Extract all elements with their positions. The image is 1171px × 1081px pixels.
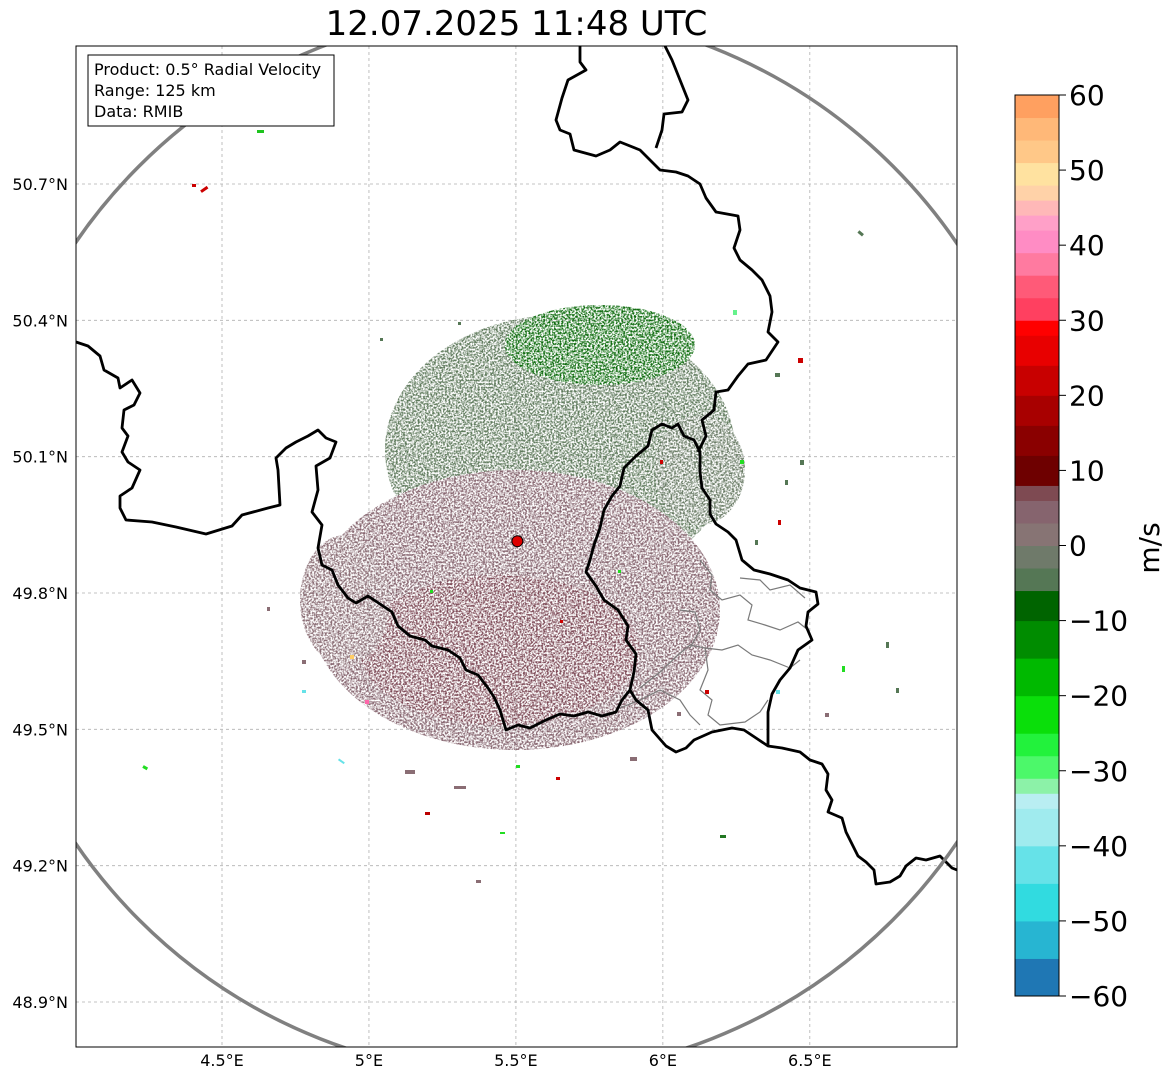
longitude-tick-label: 5°E (355, 1051, 383, 1070)
colorbar-segment (1015, 568, 1059, 592)
colorbar-tick-label: 50 (1069, 154, 1105, 187)
colorbar-segments (1015, 95, 1059, 997)
colorbar-segment (1015, 500, 1059, 524)
latitude-tick-label: 50.7°N (12, 175, 68, 194)
colorbar-tick-label: 0 (1069, 530, 1087, 563)
colorbar-segment (1015, 522, 1059, 546)
echo-strong-inbound (505, 305, 695, 385)
colorbar-segment (1015, 485, 1059, 501)
colorbar-tick-label: −10 (1069, 605, 1128, 638)
colorbar-tick-label: −50 (1069, 905, 1128, 938)
map-frame (75, 45, 958, 1048)
info-box: Product: 0.5° Radial Velocity Range: 125… (87, 54, 335, 127)
longitude-tick-label: 4.5°E (200, 1051, 244, 1070)
colorbar-tick-label: −20 (1069, 680, 1128, 713)
info-data: Data: RMIB (94, 102, 183, 121)
colorbar-segment (1015, 793, 1059, 809)
colorbar-ticks: 60 50 40 30 20 10 0 −10 −20 −30 −40 −50 −60 (1059, 79, 1128, 1013)
echo-west-fringe (300, 535, 390, 665)
colorbar-tick-label: −60 (1069, 980, 1128, 1013)
colorbar-tick-label: −30 (1069, 755, 1128, 788)
latitude-tick-label: 50.1°N (12, 448, 68, 467)
colorbar-segment (1015, 395, 1059, 426)
latitude-tick-label: 48.9°N (12, 993, 68, 1012)
echo-outbound-core (360, 575, 640, 725)
latitude-tick-label: 49.8°N (12, 584, 68, 603)
colorbar-segment (1015, 590, 1059, 622)
colorbar-tick-label: 30 (1069, 304, 1105, 337)
border-germany (554, 46, 780, 453)
colorbar-segment (1015, 365, 1059, 396)
longitude-tick-label: 6°E (649, 1051, 677, 1070)
province-boundary (739, 577, 806, 599)
colorbar-segment (1015, 920, 1059, 959)
radar-site-marker (511, 535, 524, 548)
map-title: 12.07.2025 11:48 UTC (325, 4, 708, 44)
colorbar-segment (1015, 140, 1059, 164)
border-belgium-france-west (76, 340, 820, 746)
colorbar-segment (1015, 297, 1059, 321)
velocity-echoes (142, 130, 899, 883)
colorbar-segment (1015, 162, 1059, 186)
colorbar-segment (1015, 845, 1059, 884)
colorbar-segment (1015, 808, 1059, 847)
border-germany-upper (654, 46, 690, 149)
colorbar-segment (1015, 455, 1059, 486)
province-boundary (699, 559, 809, 631)
border-luxembourg-france (628, 689, 957, 886)
colorbar-segment (1015, 275, 1059, 299)
colorbar-tick-label: 60 (1069, 79, 1105, 112)
province-boundary (639, 644, 801, 689)
colorbar-segment (1015, 883, 1059, 922)
colorbar-segment (1015, 545, 1059, 569)
colorbar-tick-label: 20 (1069, 379, 1105, 412)
colorbar-segment (1015, 252, 1059, 276)
colorbar-segment (1015, 958, 1059, 997)
colorbar-segment (1015, 320, 1059, 336)
radar-map: Product: 0.5° Radial Velocity Range: 125… (12, 45, 958, 1070)
latitude-tick-label: 49.2°N (12, 857, 68, 876)
colorbar-segment (1015, 620, 1059, 659)
colorbar-segment (1015, 185, 1059, 201)
colorbar-segment (1015, 200, 1059, 216)
latitude-tick-label: 49.5°N (12, 720, 68, 739)
colorbar-segment (1015, 778, 1059, 794)
province-boundary (699, 647, 769, 726)
longitude-tick-label: 6.5°E (788, 1051, 832, 1070)
colorbar-segment (1015, 335, 1059, 366)
colorbar-segment (1015, 733, 1059, 757)
echo-specks (142, 130, 899, 883)
latitude-tick-labels: 50.7°N 50.4°N 50.1°N 49.8°N 49.5°N 49.2°N 48.9… (12, 175, 68, 1012)
colorbar-tick-label: 10 (1069, 454, 1105, 487)
longitude-tick-labels: 4.5°E 5°E 5.5°E 6°E 6.5°E (200, 1051, 831, 1070)
colorbar-segment (1015, 95, 1059, 119)
colorbar-segment (1015, 425, 1059, 456)
longitude-tick-label: 5.5°E (494, 1051, 538, 1070)
colorbar-segment (1015, 755, 1059, 779)
national-borders (76, 46, 957, 886)
colorbar-segment (1015, 230, 1059, 254)
colorbar-tick-label: 40 (1069, 229, 1105, 262)
colorbar-segment (1015, 215, 1059, 231)
info-product: Product: 0.5° Radial Velocity (94, 60, 321, 79)
colorbar-segment (1015, 695, 1059, 734)
latitude-tick-label: 50.4°N (12, 311, 68, 330)
colorbar-frame (1014, 94, 1060, 997)
province-boundary (679, 609, 701, 649)
info-range: Range: 125 km (94, 81, 216, 100)
colorbar-unit-label: m/s (1133, 522, 1166, 573)
colorbar-segment (1015, 658, 1059, 697)
colorbar-tick-label: −40 (1069, 830, 1128, 863)
colorbar-segment (1015, 117, 1059, 141)
admin-boundaries (619, 559, 809, 726)
